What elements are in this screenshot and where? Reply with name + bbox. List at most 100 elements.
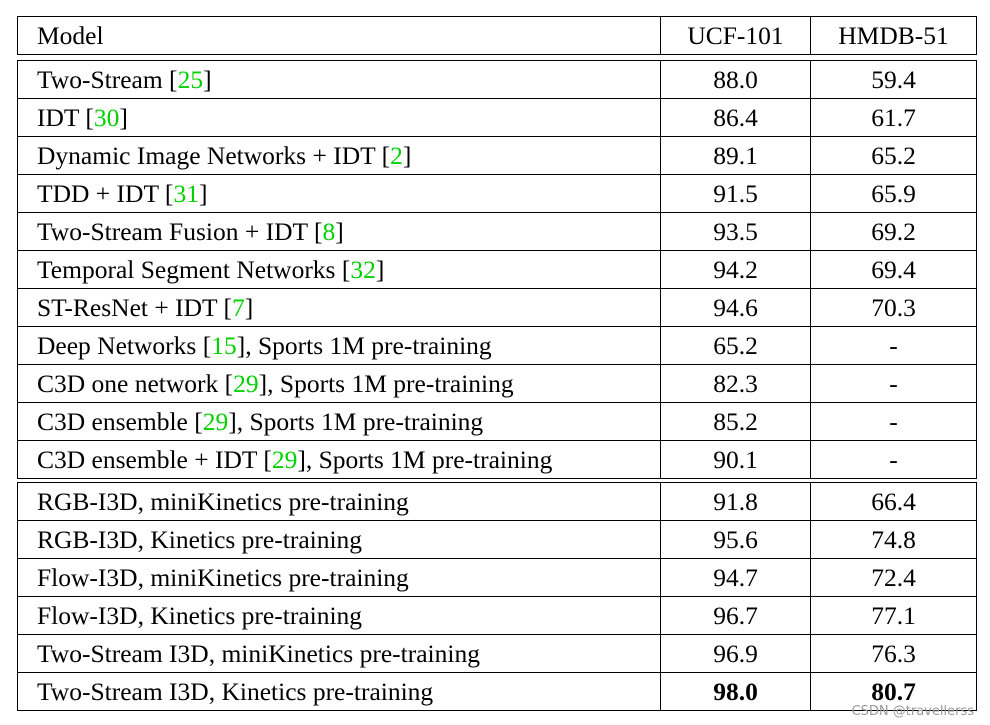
- hmdb51-score: 66.4: [810, 482, 977, 521]
- watermark: CSDN @travellerss: [851, 704, 974, 719]
- model-name-cell: ST-ResNet + IDT [7]: [17, 288, 661, 327]
- model-name-cell: RGB-I3D, miniKinetics pre-training: [17, 482, 661, 521]
- model-name: Flow-I3D, miniKinetics pre-training: [37, 563, 409, 592]
- model-name-cell: Temporal Segment Networks [32]: [17, 250, 661, 289]
- ucf101-score: 96.9: [660, 634, 811, 673]
- table-row: TDD + IDT [31] 91.5 65.9: [17, 174, 977, 213]
- model-name: RGB-I3D, miniKinetics pre-training: [37, 487, 409, 516]
- model-name-cell: Flow-I3D, miniKinetics pre-training: [17, 558, 661, 597]
- table-row: C3D ensemble [29], Sports 1M pre-trainin…: [17, 402, 977, 441]
- header-model: Model: [17, 16, 661, 55]
- ucf101-score: 95.6: [660, 520, 811, 559]
- model-name-cell: Two-Stream I3D, miniKinetics pre-trainin…: [17, 634, 661, 673]
- header-table: Model UCF-101 HMDB-51: [17, 16, 977, 55]
- citation-link[interactable]: 25: [177, 65, 204, 94]
- ucf101-score: 89.1: [660, 136, 811, 175]
- model-name-cell: C3D one network [29], Sports 1M pre-trai…: [17, 364, 661, 403]
- citation-link[interactable]: 29: [202, 407, 229, 436]
- model-name: Flow-I3D, Kinetics pre-training: [37, 601, 363, 630]
- header-row: Model UCF-101 HMDB-51: [17, 16, 977, 55]
- table-row: RGB-I3D, Kinetics pre-training 95.6 74.8: [17, 520, 977, 559]
- table-row: C3D ensemble + IDT [29], Sports 1M pre-t…: [17, 440, 977, 479]
- table-row: ST-ResNet + IDT [7] 94.6 70.3: [17, 288, 977, 327]
- ucf101-score: 86.4: [660, 98, 811, 137]
- model-name-suffix: ]: [375, 255, 385, 284]
- hmdb51-score: 72.4: [810, 558, 977, 597]
- ucf101-score: 98.0: [660, 672, 811, 711]
- group-3-table: RGB-I3D, miniKinetics pre-training 91.8 66…: [17, 482, 977, 711]
- group-1-table: Two-Stream [25] 88.0 59.4 IDT [30] 86.4 61.7 D…: [17, 60, 977, 327]
- model-name: Deep Networks [: [37, 331, 212, 360]
- model-name-cell: Dynamic Image Networks + IDT [2]: [17, 136, 661, 175]
- model-name: C3D ensemble [: [37, 407, 203, 436]
- model-name-cell: C3D ensemble [29], Sports 1M pre-trainin…: [17, 402, 661, 441]
- table-row: Two-Stream Fusion + IDT [8] 93.5 69.2: [17, 212, 977, 251]
- ucf101-score: 85.2: [660, 402, 811, 441]
- model-name: Two-Stream Fusion + IDT [: [37, 217, 323, 246]
- model-name-cell: Deep Networks [15], Sports 1M pre-traini…: [17, 326, 661, 365]
- ucf101-score: 93.5: [660, 212, 811, 251]
- hmdb51-score: 70.3: [810, 288, 977, 327]
- ucf101-score: 94.2: [660, 250, 811, 289]
- citation-link[interactable]: 29: [271, 445, 298, 474]
- hmdb51-score: 76.3: [810, 634, 977, 673]
- table-row: RGB-I3D, miniKinetics pre-training 91.8 66…: [17, 482, 977, 521]
- hmdb51-score: 61.7: [810, 98, 977, 137]
- header-hmdb51: HMDB-51: [810, 16, 977, 55]
- model-name-cell: Two-Stream I3D, Kinetics pre-training: [17, 672, 661, 711]
- table-row: Temporal Segment Networks [32] 94.2 69.4: [17, 250, 977, 289]
- model-name-suffix: ]: [402, 141, 412, 170]
- model-name-suffix: ], Sports 1M pre-training: [236, 331, 492, 360]
- model-name-cell: Flow-I3D, Kinetics pre-training: [17, 596, 661, 635]
- ucf101-score: 94.7: [660, 558, 811, 597]
- hmdb51-score: 65.9: [810, 174, 977, 213]
- group-1-body: Two-Stream [25] 88.0 59.4 IDT [30] 86.4 61.7 D…: [17, 60, 977, 327]
- model-name-suffix: ], Sports 1M pre-training: [228, 407, 484, 436]
- table-row: Flow-I3D, Kinetics pre-training 96.7 77.1: [17, 596, 977, 635]
- hmdb51-score: -: [810, 326, 977, 365]
- model-name-suffix: ], Sports 1M pre-training: [297, 445, 553, 474]
- model-name-cell: Two-Stream [25]: [17, 60, 661, 99]
- header-ucf101: UCF-101: [660, 16, 811, 55]
- group-2-body: Deep Networks [15], Sports 1M pre-traini…: [17, 326, 977, 479]
- table-row: Two-Stream I3D, Kinetics pre-training 98.…: [17, 672, 977, 711]
- model-name-cell: C3D ensemble + IDT [29], Sports 1M pre-t…: [17, 440, 661, 479]
- model-name-suffix: ]: [203, 65, 212, 94]
- hmdb51-score: -: [810, 364, 977, 403]
- ucf101-score: 88.0: [660, 60, 811, 99]
- hmdb51-score: 74.8: [810, 520, 977, 559]
- citation-link[interactable]: 30: [93, 103, 120, 132]
- hmdb51-score: -: [810, 440, 977, 479]
- table-row: IDT [30] 86.4 61.7: [17, 98, 977, 137]
- group-3-body: RGB-I3D, miniKinetics pre-training 91.8 66…: [17, 482, 977, 711]
- model-name: C3D ensemble + IDT [: [37, 445, 272, 474]
- hmdb51-score: 77.1: [810, 596, 977, 635]
- model-name: Dynamic Image Networks + IDT [: [37, 141, 391, 170]
- model-name-cell: TDD + IDT [31]: [17, 174, 661, 213]
- model-name: RGB-I3D, Kinetics pre-training: [37, 525, 363, 554]
- model-name: C3D one network [: [37, 369, 234, 398]
- citation-link[interactable]: 7: [232, 293, 245, 322]
- model-name: Two-Stream [: [37, 65, 178, 94]
- table-row: C3D one network [29], Sports 1M pre-trai…: [17, 364, 977, 403]
- citation-link[interactable]: 2: [390, 141, 403, 170]
- ucf101-score: 94.6: [660, 288, 811, 327]
- hmdb51-score: -: [810, 402, 977, 441]
- group-2-table: Deep Networks [15], Sports 1M pre-traini…: [17, 326, 977, 479]
- model-name: Two-Stream I3D, Kinetics pre-training: [37, 677, 434, 706]
- table-row: Deep Networks [15], Sports 1M pre-traini…: [17, 326, 977, 365]
- model-name: IDT [: [37, 103, 94, 132]
- model-name-suffix: ]: [198, 179, 208, 208]
- citation-link[interactable]: 31: [173, 179, 199, 208]
- citation-link[interactable]: 8: [322, 217, 336, 246]
- citation-link[interactable]: 15: [211, 331, 237, 360]
- table-row: Two-Stream I3D, miniKinetics pre-trainin…: [17, 634, 977, 673]
- model-name-suffix: ], Sports 1M pre-training: [258, 369, 514, 398]
- ucf101-score: 91.5: [660, 174, 811, 213]
- citation-link[interactable]: 29: [233, 369, 259, 398]
- hmdb51-score: 80.7: [810, 672, 977, 711]
- model-name-suffix: ]: [244, 293, 254, 322]
- model-name: ST-ResNet + IDT [: [37, 293, 232, 322]
- hmdb51-score: 69.4: [810, 250, 977, 289]
- citation-link[interactable]: 32: [350, 255, 376, 284]
